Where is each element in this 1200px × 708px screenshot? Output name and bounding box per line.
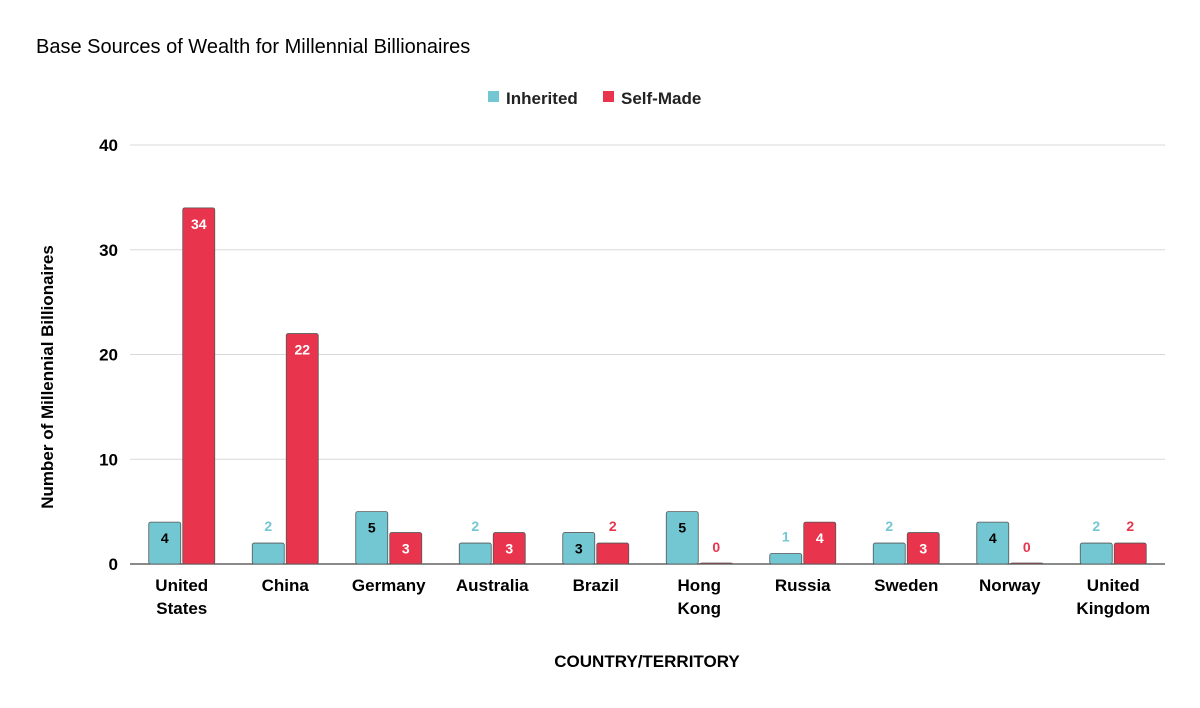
x-category-label: Kingdom: [1076, 599, 1150, 618]
bar-self-made: [803, 521, 837, 565]
bar-inherited: [458, 542, 492, 565]
y-tick-label: 10: [99, 450, 118, 469]
data-label: 3: [575, 541, 583, 557]
chart-title: Base Sources of Wealth for Millennial Bi…: [36, 36, 471, 58]
x-category-label: Germany: [352, 576, 426, 595]
data-label: 1: [782, 529, 790, 545]
data-label: 34: [191, 216, 207, 232]
x-category-label: United: [1087, 576, 1140, 595]
bar-self-made: [596, 542, 630, 565]
data-label: 0: [1023, 539, 1031, 555]
bar-inherited: [665, 511, 699, 565]
bar-self-made: [1113, 542, 1147, 565]
bar-inherited: [355, 511, 389, 565]
x-category-label: Hong: [678, 576, 721, 595]
data-label: 2: [471, 518, 479, 534]
bar-inherited: [562, 532, 596, 565]
bar-self-made: [285, 333, 319, 565]
data-label: 3: [402, 541, 410, 557]
x-category-label: States: [156, 599, 207, 618]
x-category-label: Russia: [775, 576, 831, 595]
data-label: 2: [885, 518, 893, 534]
bar-self-made: [389, 532, 423, 565]
bar-inherited: [148, 521, 182, 565]
x-category-label: Sweden: [874, 576, 938, 595]
bar-self-made: [182, 207, 216, 565]
bar-self-made: [492, 532, 526, 565]
data-label: 2: [1126, 518, 1134, 534]
legend-label: Self-Made: [621, 89, 701, 108]
bar-inherited: [251, 542, 285, 565]
x-axis-title: COUNTRY/TERRITORY: [554, 652, 740, 671]
y-tick-label: 40: [99, 136, 118, 155]
x-axis-categories: United States China Germany Australia Brazil H…: [155, 576, 1150, 618]
data-label: 4: [989, 530, 997, 546]
data-label: 2: [264, 518, 272, 534]
x-category-label: United: [155, 576, 208, 595]
y-axis-title: Number of Millennial Billionaires: [38, 245, 57, 509]
bar-inherited: [976, 521, 1010, 565]
data-label: 2: [609, 518, 617, 534]
bar-inherited: [769, 553, 803, 565]
legend-swatch: [603, 91, 614, 102]
legend-label: Inherited: [506, 89, 578, 108]
y-axis-ticks: 0 10 20 30 40: [99, 136, 118, 574]
bar-inherited: [1079, 542, 1113, 565]
bar-self-made: [906, 532, 940, 565]
y-tick-label: 0: [109, 555, 118, 574]
legend: Inherited Self-Made: [488, 89, 701, 108]
data-label: 3: [919, 541, 927, 557]
legend-swatch: [488, 91, 499, 102]
bar-self-made: [699, 562, 733, 565]
x-category-label: Australia: [456, 576, 529, 595]
bar-self-made: [1010, 562, 1044, 565]
data-label: 5: [368, 520, 376, 536]
x-category-label: China: [262, 576, 310, 595]
x-category-label: Brazil: [573, 576, 619, 595]
data-label: 5: [678, 520, 686, 536]
data-label: 22: [294, 342, 310, 358]
gridlines: [130, 144, 1165, 565]
data-label: 0: [712, 539, 720, 555]
data-label: 3: [505, 541, 513, 557]
data-label: 4: [161, 530, 169, 546]
x-category-label: Norway: [979, 576, 1041, 595]
bar-inherited: [872, 542, 906, 565]
data-label: 2: [1092, 518, 1100, 534]
bars: [148, 207, 1147, 565]
y-tick-label: 30: [99, 241, 118, 260]
x-category-label: Kong: [678, 599, 721, 618]
data-label: 4: [816, 530, 824, 546]
y-tick-label: 20: [99, 346, 118, 365]
